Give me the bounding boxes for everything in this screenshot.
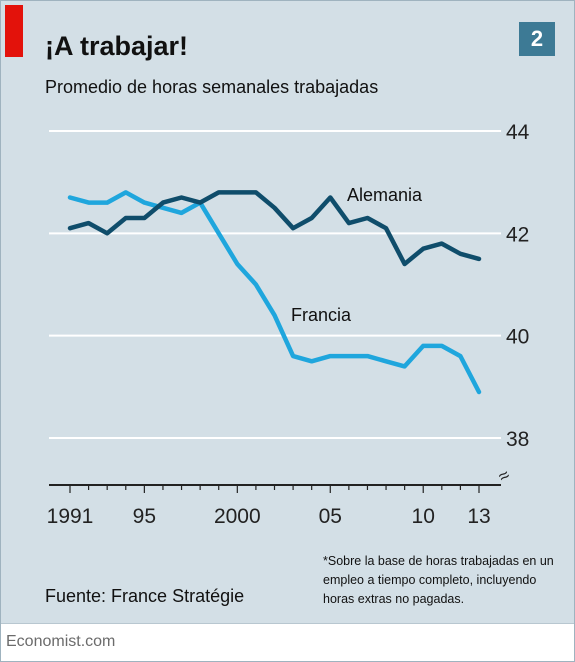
series-line-francia: [67, 190, 482, 395]
y-tick-label: 44: [506, 121, 530, 144]
x-tick-label: 95: [133, 505, 156, 528]
series-label-francia: Francia: [291, 305, 352, 325]
footer-bar: Economist.com: [1, 623, 574, 661]
economist-brand-link[interactable]: Economist.com: [6, 633, 116, 650]
source-note: Fuente: France Stratégie: [45, 586, 245, 606]
footnote: *Sobre la base de horas trabajadas en un…: [323, 554, 554, 606]
x-tick-label: 1991: [47, 505, 94, 528]
chart-subtitle: Promedio de horas semanales trabajadas: [45, 77, 379, 97]
x-tick-label: 10: [412, 505, 435, 528]
series-label-alemania: Alemania: [347, 185, 423, 205]
y-tick-label: 38: [506, 428, 529, 451]
brand-red-tag: [5, 5, 23, 57]
x-tick-label: 13: [467, 505, 490, 528]
chart-title: ¡A trabajar!: [45, 31, 189, 61]
x-tick-label: 2000: [214, 505, 261, 528]
axis-break-symbol: ≈: [495, 464, 514, 486]
x-tick-label: 05: [319, 505, 342, 528]
y-tick-label: 42: [506, 223, 529, 246]
y-tick-label: 40: [506, 326, 529, 349]
chart-number-badge: 2: [519, 22, 555, 56]
series-line-alemania: [67, 190, 482, 267]
line-chart: 38 40 42 44 ≈1991 95 2000 05 10 13 Alemania Francia: [47, 121, 530, 528]
